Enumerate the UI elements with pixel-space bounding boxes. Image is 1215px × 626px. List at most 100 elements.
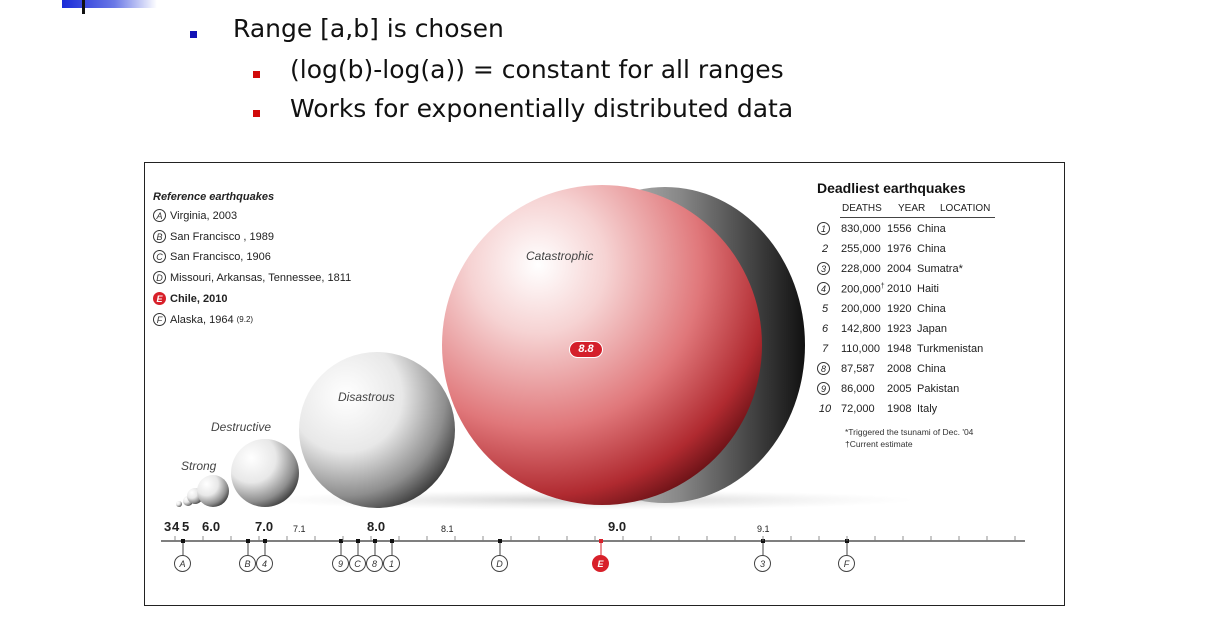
deaths-value: 86,000 [841,383,875,395]
axis-marker: A [174,555,191,572]
reference-mark: B [153,230,166,243]
sphere-3 [176,501,182,507]
axis-label: 7.1 [293,524,306,534]
col-location-header: LOCATION [940,203,991,214]
category-catastrophic: Catastrophic [526,249,594,263]
axis-label: 9.0 [608,519,627,534]
deaths-value: 255,000 [841,243,881,255]
highlight-magnitude-bubble: 8.8 [569,341,603,358]
axis-ticks [174,536,1016,555]
axis-label: 5 [182,519,190,534]
reference-item: D Missouri, Arkansas, Tennessee, 1811 [153,270,351,285]
bullet-log-constant: (log(b)-log(a)) = constant for all range… [290,55,784,84]
deadliest-row: 6 142,800 1923 Japan [817,321,1037,339]
reference-title: Reference earthquakes [153,191,275,203]
deadliest-row: 2 255,000 1976 China [817,241,1037,259]
axis-marker: D [491,555,508,572]
marker-dot [599,539,603,543]
rank-label: 3 [817,262,830,275]
footnote-tsunami: *Triggered the tsunami of Dec. '04 [845,427,974,437]
col-deaths-header: DEATHS [842,203,882,214]
axis-marker-highlight: E [592,555,609,572]
marker-dot [356,539,360,543]
sphere-destructive [231,439,299,507]
deaths-value: 200,000 [841,303,881,315]
location-value: Haiti [917,283,940,295]
year-value: 2005 [887,383,912,395]
location-value: China [917,243,946,255]
bullet-square-level2 [253,110,260,117]
axis-marker: C [349,555,366,572]
deadliest-row: 4 200,000† 2010 Haiti [817,281,1037,299]
marker-dot [498,539,502,543]
deaths-value: 110,000 [841,343,880,355]
axis-label: 8.1 [441,524,454,534]
deadliest-title: Deadliest earthquakes [817,180,966,196]
marker-dot [181,539,185,543]
marker-dot [373,539,377,543]
deaths-value: 72,000 [841,403,875,415]
axis-marker: 3 [754,555,771,572]
sphere-disastrous [299,352,455,508]
axis-marker: 4 [256,555,273,572]
axis-marker: F [838,555,855,572]
location-value: China [917,363,946,375]
deaths-value: 87,587 [841,363,875,375]
year-value: 1976 [887,243,912,255]
reference-item: A Virginia, 2003 [153,208,237,223]
year-value: 2004 [887,263,912,275]
deadliest-row: 10 72,000 1908 Italy [817,401,1037,419]
axis-label: 3 [164,519,172,534]
marker-dot [246,539,250,543]
rank-label: 10 [818,403,832,415]
rank-label: 6 [821,323,829,335]
reference-text: San Francisco , 1989 [170,230,274,243]
location-value: Sumatra* [917,263,963,275]
bullet-square-level1 [190,31,197,38]
deaths-value: 200,000† [841,283,885,296]
reference-item: F Alaska, 1964 (9.2) [153,312,253,327]
year-value: 1556 [887,223,912,235]
reference-mark: C [153,250,166,263]
deadliest-row: 1 830,000 1556 China [817,221,1037,239]
marker-dot [339,539,343,543]
rank-label: 9 [817,382,830,395]
axis-label: 9.1 [757,524,770,534]
bullet-exponential-data: Works for exponentially distributed data [290,94,794,123]
year-value: 2008 [887,363,912,375]
reference-mark: D [153,271,166,284]
category-destructive: Destructive [211,420,272,434]
year-value: 1920 [887,303,912,315]
reference-mark: A [153,209,166,222]
year-value: 1948 [887,343,912,355]
year-value: 1923 [887,323,912,335]
deadliest-row: 8 87,587 2008 China [817,361,1037,379]
sphere-strong [197,475,229,507]
deadliest-row: 3 228,000 2004 Sumatra* [817,261,1037,279]
rank-label: 7 [821,343,829,355]
location-value: Italy [917,403,938,415]
slide-corner-mark [82,0,85,14]
rank-label: 2 [821,243,829,255]
reference-text: Chile, 2010 [170,292,228,305]
reference-text: Virginia, 2003 [170,209,238,222]
location-value: Turkmenistan [917,343,984,355]
year-value: 2010 [887,283,912,295]
marker-dot [390,539,394,543]
reference-text: Missouri, Arkansas, Tennessee, 1811 [170,271,352,284]
location-value: China [917,303,946,315]
reference-mark: E [153,292,166,305]
rank-label: 4 [817,282,830,295]
reference-item-highlight: E Chile, 2010 [153,291,227,306]
axis-label: 6.0 [202,519,221,534]
category-strong: Strong [181,459,217,473]
axis-marker: 9 [332,555,349,572]
bullet-range-chosen: Range [a,b] is chosen [233,14,504,43]
axis-label: 7.0 [255,519,274,534]
deaths-value: 830,000 [841,223,881,235]
rank-label: 8 [817,362,830,375]
deaths-value: 142,800 [841,323,881,335]
axis-label: 4 [172,519,180,534]
deadliest-row: 7 110,000 1948 Turkmenistan [817,341,1037,359]
